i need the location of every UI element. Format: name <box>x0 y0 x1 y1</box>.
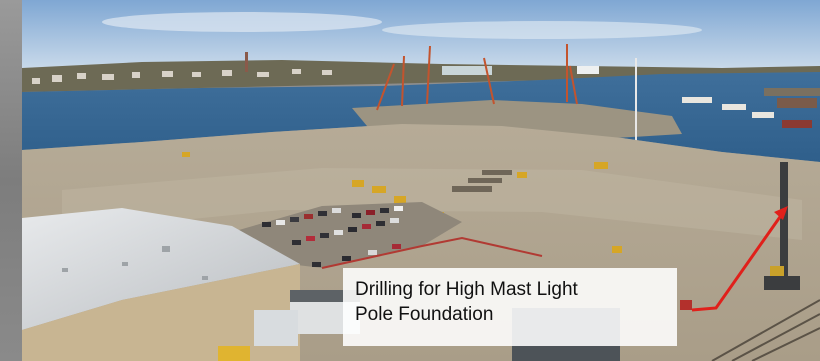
trailer <box>254 310 298 346</box>
left-margin-strip <box>0 0 22 361</box>
warehouse-wall <box>22 264 300 361</box>
cloud <box>102 12 382 32</box>
drill-rig-base <box>764 276 800 290</box>
warehouse-roof <box>22 208 300 330</box>
marina <box>682 88 820 128</box>
yellow-container <box>218 346 250 361</box>
rail-tracks <box>711 299 820 361</box>
barrier-line <box>321 236 543 269</box>
smokestack <box>245 52 248 72</box>
cloud <box>382 21 702 39</box>
parking-lot <box>232 202 462 268</box>
annotation-arrow <box>691 213 784 312</box>
town-buildings <box>32 66 599 84</box>
yard-texture <box>62 168 802 240</box>
aerial-construction-photo <box>22 0 820 361</box>
drill-rig-cab <box>770 266 784 276</box>
equipment-near-arrow <box>680 300 692 310</box>
roof-vents <box>62 246 208 280</box>
caption-line-1: Drilling for High Mast Light <box>355 279 578 300</box>
caption-box: Drilling for High Mast Light Pole Founda… <box>343 268 677 346</box>
far-shoreline <box>22 60 820 92</box>
parked-cars <box>262 206 403 267</box>
cranes <box>376 44 578 111</box>
caption-line-2: Pole Foundation <box>355 304 494 325</box>
pipe-stacks <box>452 170 512 192</box>
small-building-roof <box>290 290 360 302</box>
annotation-arrowhead <box>774 206 788 220</box>
drill-rig-mast <box>780 162 788 280</box>
